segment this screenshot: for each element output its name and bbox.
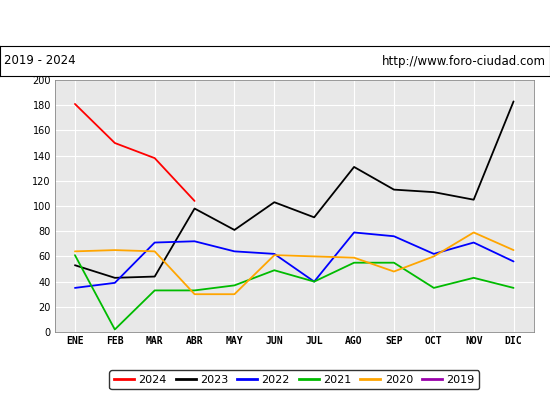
Text: 2019 - 2024: 2019 - 2024 [4, 54, 76, 68]
Legend: 2024, 2023, 2022, 2021, 2020, 2019: 2024, 2023, 2022, 2021, 2020, 2019 [109, 370, 479, 389]
Text: Evolucion Nº Turistas Extranjeros en el municipio de Villaverde del Río: Evolucion Nº Turistas Extranjeros en el … [10, 16, 540, 30]
Text: http://www.foro-ciudad.com: http://www.foro-ciudad.com [382, 54, 546, 68]
